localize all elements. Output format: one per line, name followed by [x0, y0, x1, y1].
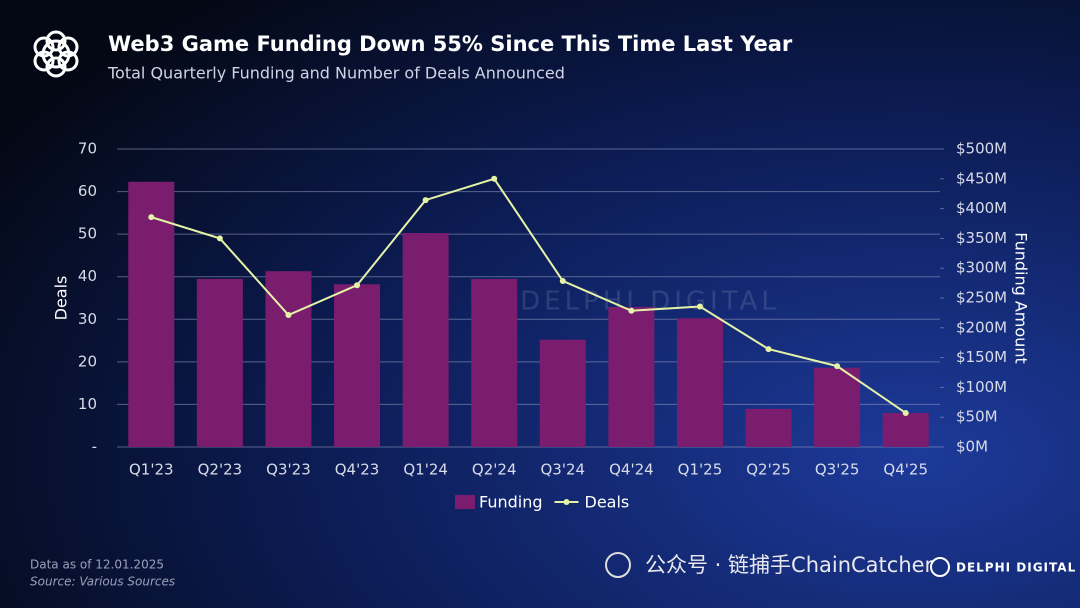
y-axis-label: Deals: [52, 276, 71, 321]
legend-swatch: [455, 495, 475, 509]
y2-tick-label: $50M: [956, 408, 998, 426]
y-tick-label: 20: [78, 352, 97, 370]
wechat-icon: [605, 552, 631, 578]
line-point: [559, 277, 566, 284]
x-tick-label: Q1'23: [129, 461, 174, 479]
watermark: 公众号 · 链捕手ChainCatcher: [645, 553, 934, 577]
bar: [471, 278, 518, 447]
y2-tick-label: $0M: [956, 438, 988, 456]
x-tick-label: Q1'25: [678, 461, 723, 479]
x-tick-label: Q4'24: [609, 461, 654, 479]
y2-axis-label: Funding Amount: [1012, 232, 1031, 363]
y2-tick-label: $500M: [956, 140, 1007, 158]
bar: [265, 271, 312, 447]
line-point: [765, 346, 772, 353]
legend-label: Funding: [479, 493, 543, 512]
logo: [33, 30, 79, 78]
line-point: [491, 175, 498, 182]
source: Source: Various Sources: [30, 575, 175, 589]
bar: [676, 318, 723, 447]
footnote: Data as of 12.01.2025: [30, 558, 164, 572]
y-tick-label: 40: [78, 267, 97, 285]
y2-tick-label: $350M: [956, 229, 1007, 247]
chart-title: Web3 Game Funding Down 55% Since This Ti…: [108, 32, 793, 56]
line-point: [216, 235, 223, 242]
y2-tick-label: $400M: [956, 199, 1007, 217]
bar: [882, 413, 929, 447]
brand-logo: [930, 557, 950, 577]
x-tick-label: Q1'24: [403, 461, 448, 479]
x-tick-label: Q3'23: [266, 461, 311, 479]
y2-tick-label: $200M: [956, 318, 1007, 336]
line-point: [834, 363, 841, 370]
line-point: [696, 303, 703, 310]
x-tick-label: Q2'23: [198, 461, 243, 479]
line-point: [902, 409, 909, 416]
bar: [402, 233, 449, 447]
chart-subtitle: Total Quarterly Funding and Number of De…: [107, 64, 565, 83]
bar: [539, 339, 586, 447]
x-tick-label: Q2'24: [472, 461, 517, 479]
line-point: [628, 307, 635, 314]
y2-tick-label: $150M: [956, 348, 1007, 366]
y-tick-label: -: [92, 438, 97, 456]
legend-label: Deals: [585, 493, 630, 512]
x-tick-label: Q3'24: [541, 461, 586, 479]
legend-swatch: [563, 499, 570, 505]
bar: [128, 181, 175, 447]
bar: [745, 408, 792, 447]
y-tick-label: 10: [78, 395, 97, 413]
line-point: [422, 197, 429, 204]
x-tick-label: Q3'25: [815, 461, 860, 479]
x-tick-label: Q4'23: [335, 461, 380, 479]
brand: DELPHI DIGITAL: [956, 561, 1076, 575]
y2-tick-label: $250M: [956, 289, 1007, 307]
x-tick-label: Q4'25: [883, 461, 928, 479]
y2-tick-label: $450M: [956, 169, 1007, 187]
y-tick-label: 50: [78, 225, 97, 243]
line-point: [354, 282, 361, 289]
y-tick-label: 70: [78, 140, 97, 158]
y2-tick-label: $300M: [956, 259, 1007, 277]
y-tick-label: 60: [78, 182, 97, 200]
bar: [814, 367, 861, 447]
y-tick-label: 30: [78, 310, 97, 328]
y2-tick-label: $100M: [956, 378, 1007, 396]
bar: [196, 278, 243, 447]
line: [150, 177, 907, 414]
x-tick-label: Q2'25: [746, 461, 791, 479]
line-point: [285, 312, 292, 319]
bar: [334, 284, 381, 447]
line-point: [148, 214, 155, 221]
bar: [608, 306, 655, 447]
